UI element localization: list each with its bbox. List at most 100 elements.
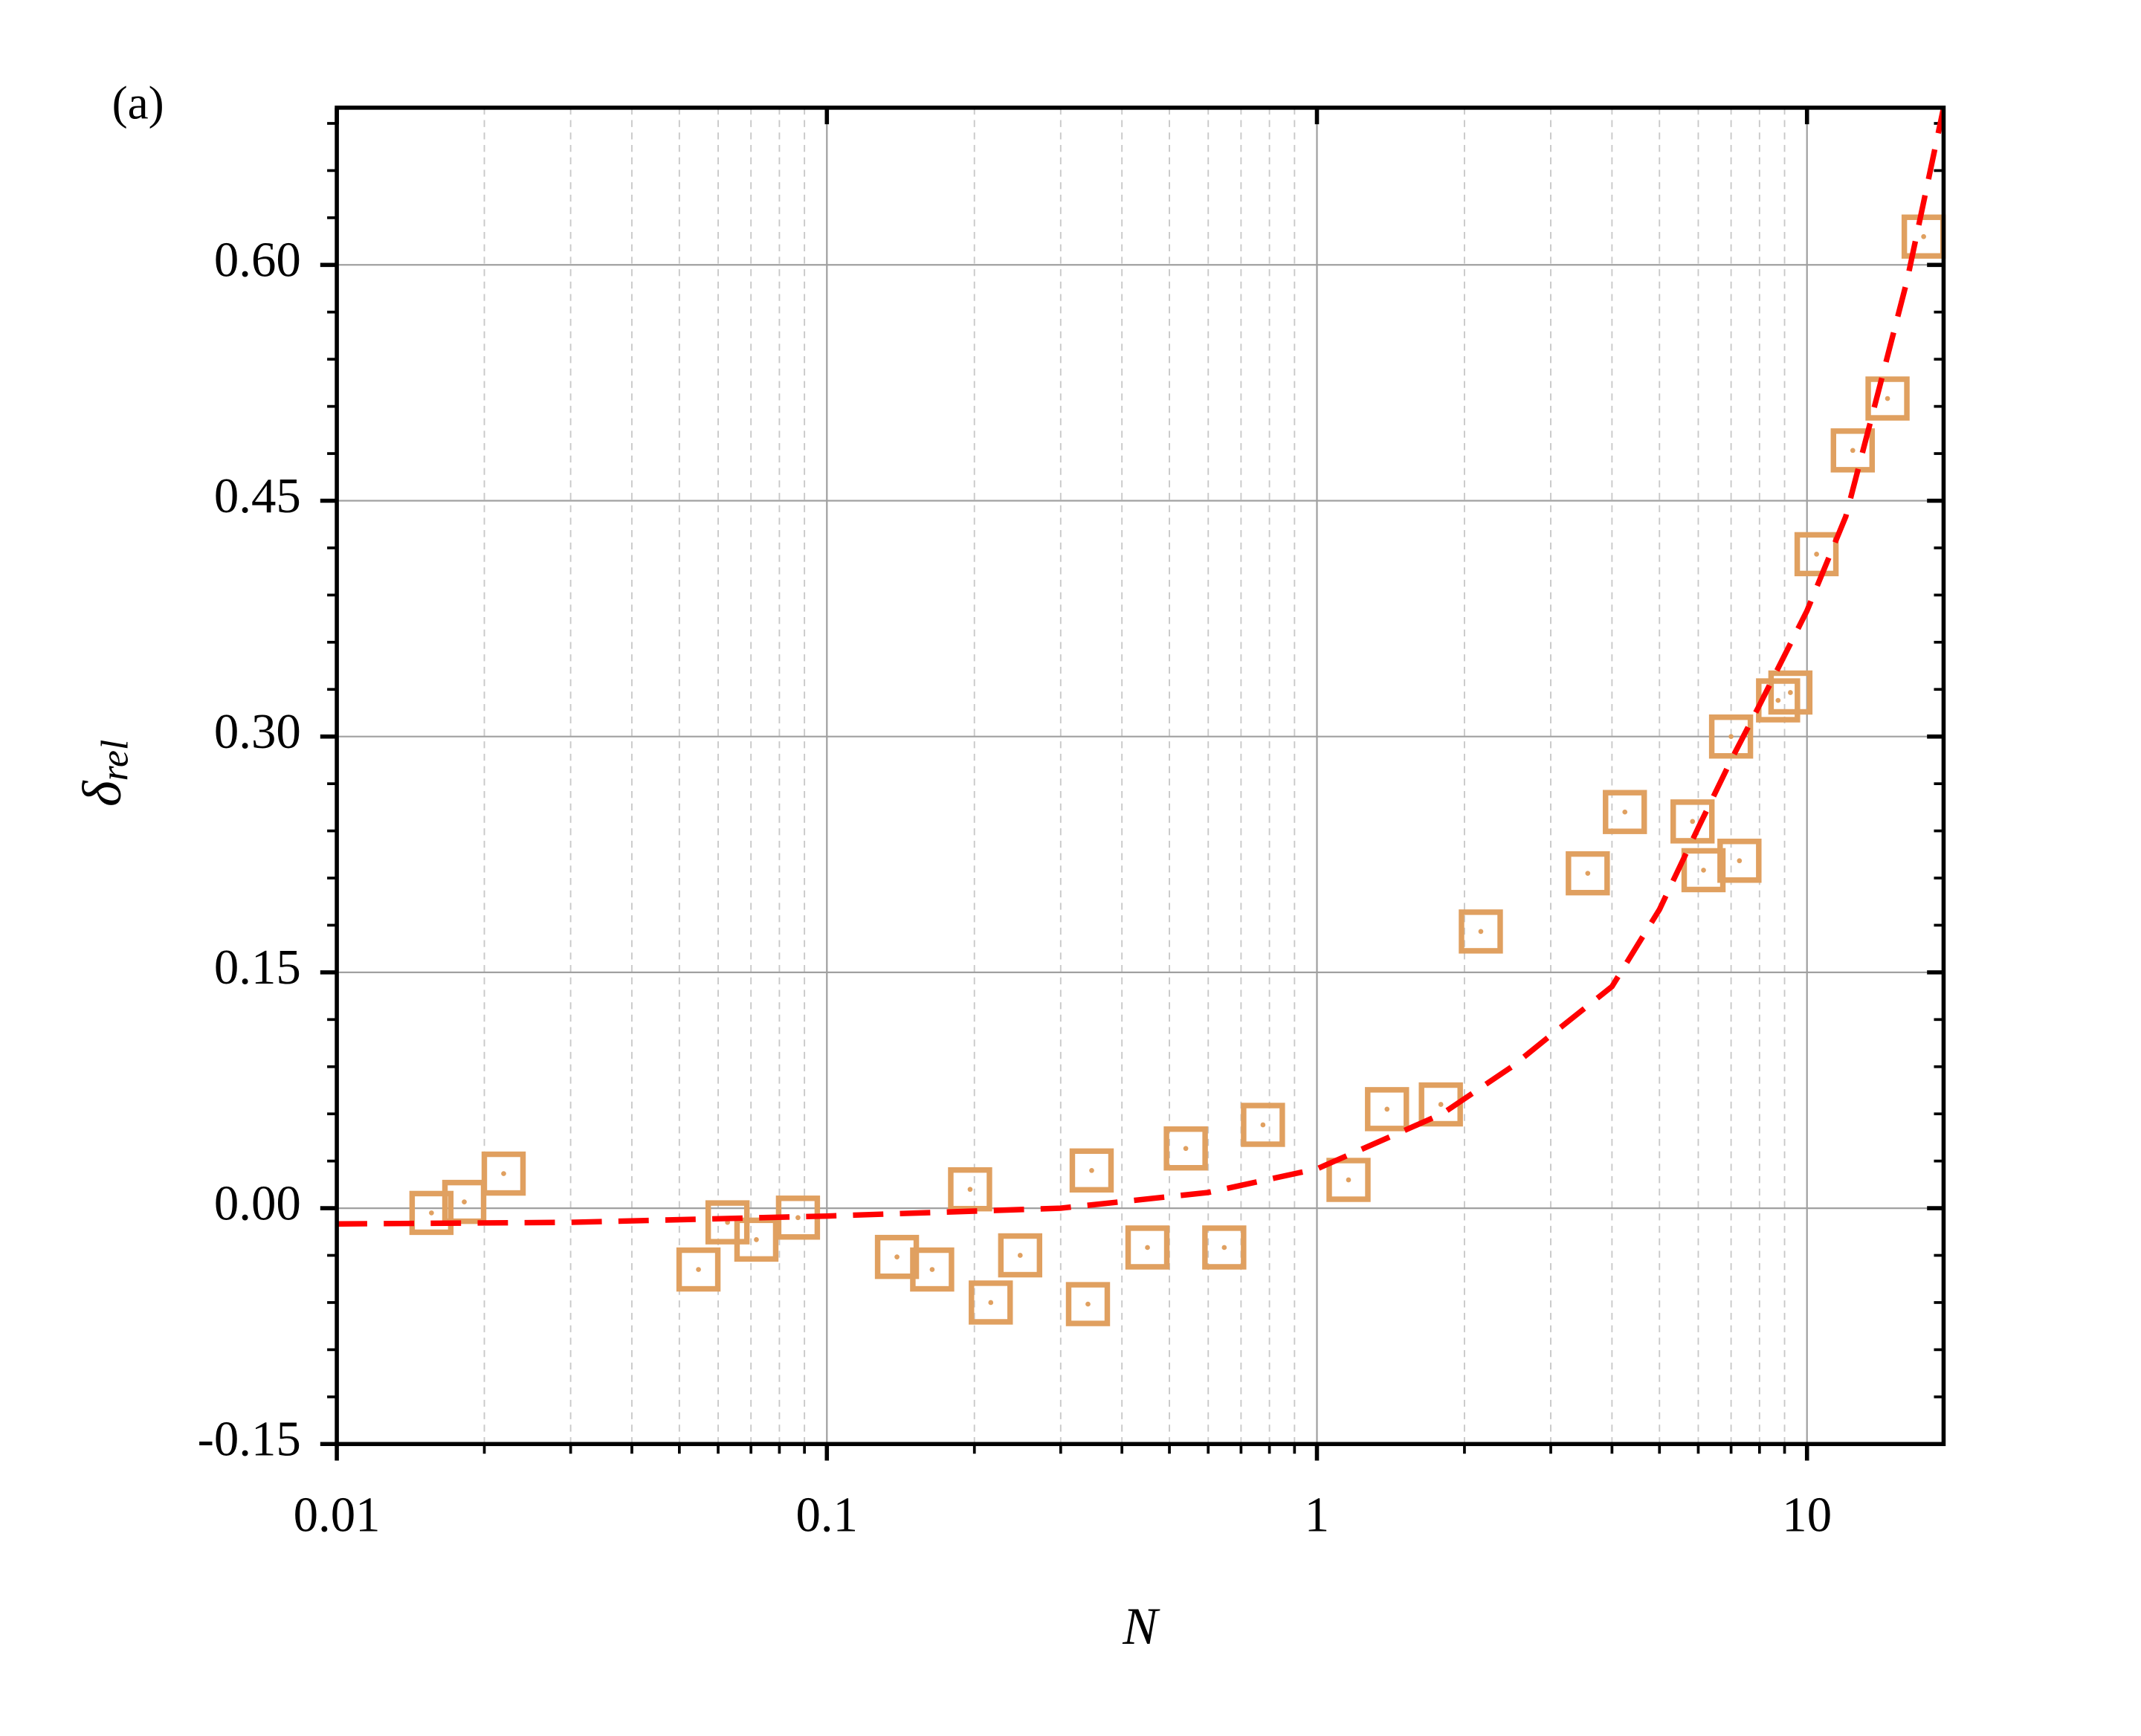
y-tick-label: 0.45 [214,468,301,523]
y-tick-label: -0.15 [198,1412,301,1467]
y-tick-label: 0.15 [214,940,301,995]
marker-box [1065,1282,1111,1326]
x-tick-label: 10 [1782,1488,1832,1543]
y-axis-label: δrel [72,740,137,807]
marker-dot [1775,697,1781,703]
marker-box [1830,428,1876,473]
marker-box [1326,1158,1371,1202]
y-tick-label: 0.30 [214,704,301,759]
marker-dot [1690,819,1696,825]
x-axis-label: N [1122,1598,1160,1656]
marker-box [1865,376,1910,421]
marker-dot [462,1199,467,1204]
marker [1202,1225,1247,1270]
x-tick-label: 0.1 [796,1488,859,1543]
marker-box [442,1179,487,1224]
marker [442,1179,487,1224]
marker-dot [894,1254,900,1259]
marker [1708,714,1754,759]
marker-box [1756,678,1801,723]
marker-box [1708,714,1754,759]
marker-box [1566,851,1610,896]
marker [676,1247,721,1292]
y-axis-label-main: δ [72,780,133,807]
marker-box [1717,839,1762,883]
marker [734,1217,779,1262]
marker-dot [1728,734,1734,740]
marker [1603,790,1647,834]
marker-box [1202,1225,1247,1270]
y-axis-label-sub: rel [94,740,137,781]
marker-box [734,1217,779,1262]
marker [969,1280,1013,1325]
marker [1459,909,1503,954]
marker [1865,376,1910,421]
marker-dot [1346,1177,1352,1183]
marker [910,1247,955,1292]
marker-box [676,1247,721,1292]
marker-dot [501,1171,506,1176]
marker [481,1151,526,1196]
marker [1670,799,1715,844]
marker [1125,1225,1170,1270]
marker-dot [1885,396,1890,401]
y-tick-label: 0.60 [214,233,301,288]
marker [1901,214,1946,259]
marker-dot [1085,1301,1091,1307]
marker-dot [1384,1106,1390,1112]
marker-dot [696,1267,701,1272]
marker-dot [1221,1245,1227,1251]
marker [1326,1158,1371,1202]
marker-dot [1788,690,1793,695]
marker [874,1234,920,1280]
marker-dot [988,1300,994,1306]
marker-dot [1183,1146,1189,1152]
marker-dot [1585,871,1591,877]
marker-dot [1089,1167,1094,1173]
marker [1069,1148,1114,1193]
x-tick-label: 1 [1305,1488,1329,1543]
marker-dot [967,1187,973,1193]
marker [1365,1087,1409,1132]
marker-box [1241,1103,1285,1147]
marker-dot [754,1237,759,1242]
marker-dot [929,1267,935,1272]
marker-box [1768,670,1813,715]
marker-dot [1701,868,1706,873]
marker-dot [1850,448,1856,454]
marker-dot [1622,809,1628,815]
marker [409,1190,454,1236]
marker-dot [1017,1253,1023,1258]
fit-line [337,107,1944,1227]
x-tick-label: 0.01 [294,1488,381,1543]
marker [1794,532,1839,577]
marker [1830,428,1876,473]
marker-dot [795,1215,801,1221]
marker-box [1670,799,1715,844]
marker [1717,839,1762,883]
marker [948,1167,992,1212]
marker [1681,848,1726,893]
marker-dot [1260,1122,1266,1128]
marker [1065,1282,1111,1326]
marker [1768,670,1813,715]
marker-dot [1478,929,1484,935]
marker-box [409,1190,454,1236]
marker-box [1603,790,1647,834]
marker [1566,851,1610,896]
marker-dot [1145,1245,1150,1251]
plot-frame [335,106,1946,1447]
marker-box [1794,532,1839,577]
marker-dot [1921,233,1926,239]
marker-dot [1438,1102,1444,1107]
marker-box [969,1280,1013,1325]
marker [1756,678,1801,723]
marker [998,1233,1043,1278]
panel-label: (a) [112,77,164,129]
marker-box [998,1233,1043,1278]
marker [1241,1103,1285,1147]
marker-box [481,1151,526,1196]
marker-dot [1737,858,1743,864]
marker-dot [1814,552,1819,557]
